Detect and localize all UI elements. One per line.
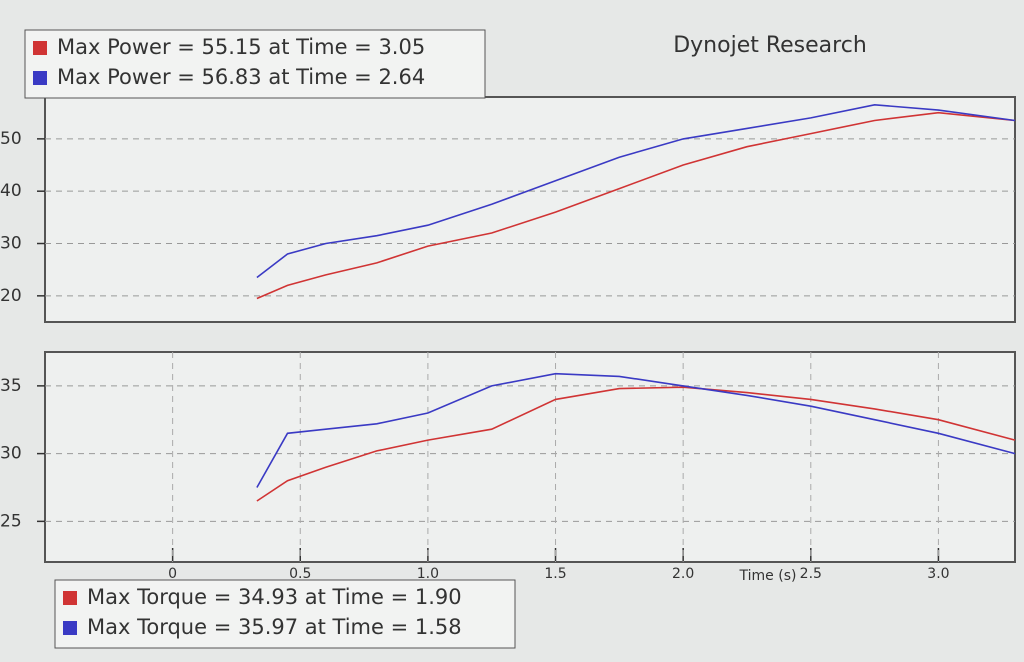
legend-label: Max Power = 56.83 at Time = 2.64 bbox=[57, 65, 425, 89]
y-tick-label: 25 bbox=[0, 511, 22, 531]
x-tick-label: 1.0 bbox=[417, 566, 439, 582]
series-line bbox=[256, 386, 1016, 502]
y-tick-label: 40 bbox=[0, 181, 22, 201]
legend-box bbox=[24, 29, 486, 99]
x-tick-label: 3.0 bbox=[927, 566, 949, 582]
legend-swatch bbox=[63, 621, 77, 635]
x-tick-label: 2.5 bbox=[800, 566, 822, 582]
y-tick-label: 35 bbox=[0, 376, 22, 396]
legend-swatch bbox=[63, 591, 77, 605]
legend-swatch bbox=[33, 41, 47, 55]
series-line bbox=[256, 103, 1016, 279]
x-axis-label: Time (s) bbox=[739, 568, 797, 584]
y-tick-label: 50 bbox=[0, 129, 22, 149]
x-tick-label: 0 bbox=[168, 566, 177, 582]
x-tick-label: 0.5 bbox=[289, 566, 311, 582]
plot-area bbox=[44, 96, 1016, 323]
y-tick-label: 30 bbox=[0, 444, 22, 464]
legend-label: Max Torque = 34.93 at Time = 1.90 bbox=[87, 585, 462, 609]
chart-title: Dynojet Research bbox=[673, 33, 867, 58]
legend-swatch bbox=[33, 71, 47, 85]
x-tick-label: 1.5 bbox=[544, 566, 566, 582]
y-tick-label: 30 bbox=[0, 234, 22, 254]
legend-label: Max Torque = 35.97 at Time = 1.58 bbox=[87, 615, 462, 639]
legend-label: Max Power = 55.15 at Time = 3.05 bbox=[57, 35, 425, 59]
plot-area bbox=[44, 351, 1016, 563]
y-tick-label: 20 bbox=[0, 286, 22, 306]
series-line bbox=[256, 111, 1016, 300]
series-line bbox=[256, 372, 1016, 488]
x-tick-label: 2.0 bbox=[672, 566, 694, 582]
legend-box bbox=[54, 579, 516, 649]
